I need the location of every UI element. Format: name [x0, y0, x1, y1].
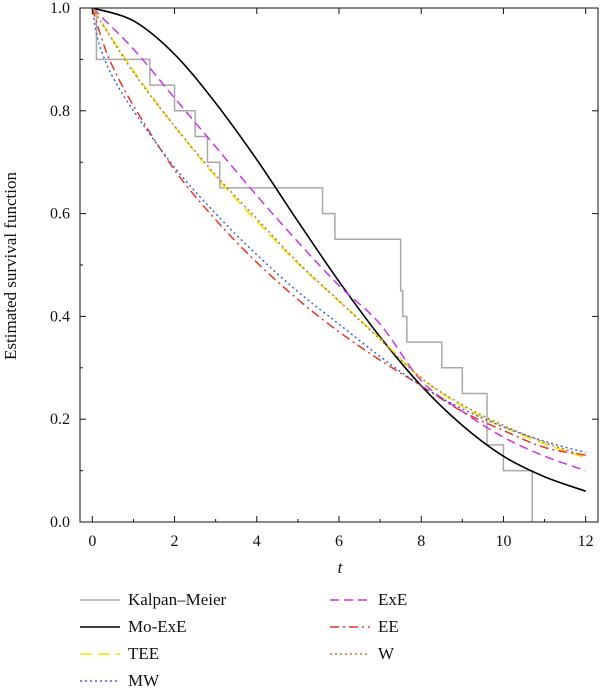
legend-item-exe: ExE — [330, 590, 407, 609]
x-tick-label: 12 — [578, 533, 594, 550]
x-tick-label: 0 — [88, 533, 96, 550]
y-tick-label: 0.0 — [50, 514, 70, 531]
legend-label: ExE — [378, 590, 407, 609]
series-line-mw — [91, 8, 586, 454]
legend-item-mo-exe: Mo-ExE — [80, 617, 187, 636]
y-tick-label: 0.8 — [50, 103, 70, 120]
series-line-ee — [91, 8, 586, 456]
series-line-mo-exe — [92, 8, 586, 492]
legend-label: Mo-ExE — [128, 617, 187, 636]
legend-label: Kalpan–Meier — [128, 590, 227, 609]
series-line-w — [91, 8, 586, 457]
y-tick-label: 0.6 — [50, 206, 70, 223]
legend-label: EE — [378, 617, 399, 636]
x-axis-title: t — [338, 558, 344, 577]
x-tick-label: 10 — [495, 533, 511, 550]
x-tick-label: 6 — [335, 533, 343, 550]
plot-area — [91, 8, 586, 522]
legend-label: MW — [128, 671, 160, 690]
legend-item-tee: TEE — [80, 644, 159, 663]
y-axis-title: Estimated survival function — [1, 172, 20, 360]
legend-item-w: W — [330, 644, 395, 663]
series-line-exe — [91, 8, 586, 472]
legend-item-mw: MW — [80, 671, 160, 690]
y-tick-label: 0.4 — [50, 308, 70, 325]
x-tick-label: 4 — [253, 533, 261, 550]
legend-item-ee: EE — [330, 617, 399, 636]
y-tick-label: 0.2 — [50, 411, 70, 428]
series-line-kalpan-meier — [92, 8, 533, 522]
axes: 0 2 4 6 8 10 12 0.0 0.2 0.4 0.6 0.8 1.0 — [50, 0, 599, 550]
legend-label: TEE — [128, 644, 159, 663]
legend: Kalpan–Meier Mo-ExE TEE MW ExE EE W — [80, 590, 407, 690]
legend-label: W — [378, 644, 395, 663]
x-tick-label: 2 — [171, 533, 179, 550]
legend-item-kalpan-meier: Kalpan–Meier — [80, 590, 227, 609]
series-line-tee — [91, 8, 586, 459]
y-tick-label: 1.0 — [50, 0, 70, 17]
x-tick-label: 8 — [417, 533, 425, 550]
